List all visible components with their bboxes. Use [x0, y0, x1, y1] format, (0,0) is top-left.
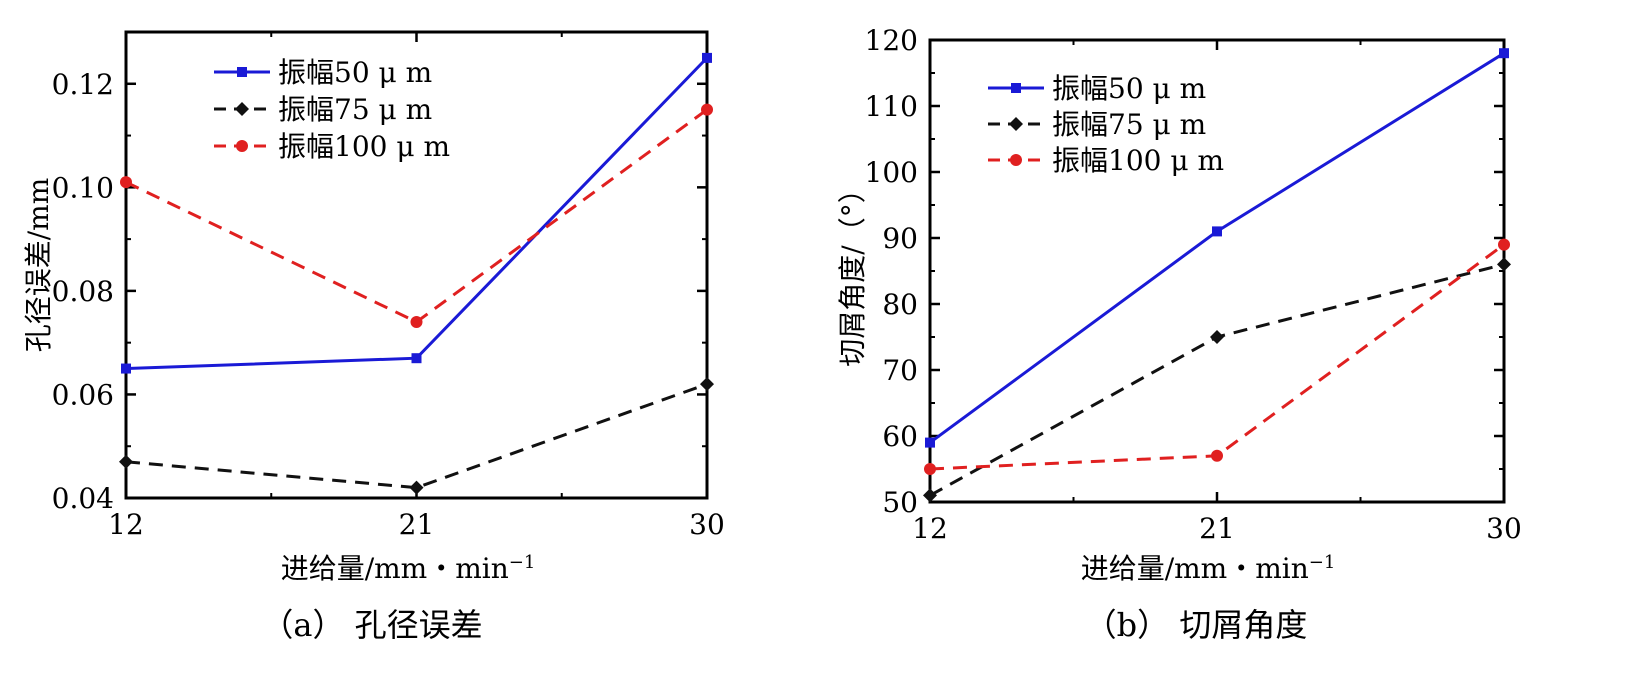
series-3	[924, 238, 1510, 475]
x-tick-label: 12	[912, 512, 948, 545]
y-tick-label: 0.10	[52, 171, 114, 204]
legend-label: 振幅100 μ m	[278, 130, 450, 163]
series-1	[121, 52, 712, 374]
data-point	[409, 480, 424, 495]
panel-caption: （b） 切屑角度	[1085, 606, 1308, 644]
data-point	[702, 52, 712, 63]
plot-frame	[928, 38, 1506, 504]
data-point	[1210, 330, 1224, 344]
data-point	[411, 353, 422, 364]
x-tick-label: 21	[1199, 512, 1235, 545]
legend-marker	[236, 140, 248, 152]
legend-marker	[235, 102, 249, 116]
x-axis-label-superscript: −1	[1309, 552, 1336, 573]
data-point	[410, 315, 423, 328]
y-tick-label: 0.12	[52, 68, 114, 101]
panel-caption: （a） 孔径误差	[261, 606, 482, 644]
legend-label: 振幅75 μ m	[278, 93, 432, 126]
y-tick-label: 0.04	[52, 482, 114, 515]
y-tick-label: 0.08	[52, 275, 114, 308]
y-tick-label: 120	[865, 24, 918, 57]
chart-panel-a: 0.04 0.06 0.08 0.10 0.12 12 21 30 进给量/mm・min−1 孔径…	[22, 30, 725, 644]
y-tick-label: 70	[882, 354, 918, 387]
data-point	[119, 454, 133, 469]
y-tick-label: 50	[882, 486, 918, 519]
chart-panel-b: 50 60 70 80 90 100 110 120 12 21 30 进给量/mm・min−1 切屑角…	[836, 24, 1522, 644]
legend-marker	[237, 67, 247, 77]
y-tick-label: 60	[882, 420, 918, 453]
x-tick-label: 12	[108, 508, 144, 541]
data-point	[1498, 238, 1510, 251]
series-1	[925, 48, 1509, 448]
data-point	[701, 103, 713, 116]
series-3	[120, 103, 713, 328]
x-axis-label: 进给量/mm・min−1	[281, 552, 536, 585]
data-point	[924, 463, 936, 475]
y-axis-label: 切屑角度/（°）	[836, 175, 869, 366]
series-2	[119, 377, 714, 495]
legend-marker	[1010, 154, 1022, 166]
legend: 振幅50 μ m 振幅75 μ m 振幅100 μ m	[214, 56, 450, 163]
series-line	[929, 51, 1505, 444]
x-tick-label: 30	[1486, 512, 1522, 545]
legend-label: 振幅50 μ m	[1052, 72, 1206, 105]
x-tick-label: 21	[399, 508, 435, 541]
data-point	[121, 363, 131, 374]
data-point	[1212, 226, 1222, 237]
y-tick-label: 100	[865, 156, 918, 189]
y-tick-label: 80	[882, 288, 918, 321]
series-line	[929, 243, 1505, 471]
legend-label: 振幅75 μ m	[1052, 108, 1206, 141]
data-point	[700, 377, 714, 392]
x-axis-label-superscript: −1	[509, 552, 536, 573]
series-line	[125, 382, 708, 490]
y-tick-label: 90	[882, 222, 918, 255]
legend-marker	[1009, 117, 1023, 131]
data-point	[1499, 48, 1509, 59]
y-tick-label: 0.06	[52, 378, 114, 411]
legend-label: 振幅50 μ m	[278, 56, 432, 89]
data-point	[120, 176, 132, 189]
data-point	[923, 488, 937, 503]
data-point	[1497, 257, 1511, 272]
y-tick-label: 110	[865, 90, 918, 123]
y-axis-label: 孔径误差/mm	[22, 178, 55, 353]
legend-marker	[1011, 83, 1021, 93]
data-point	[925, 437, 935, 448]
legend-label: 振幅100 μ m	[1052, 144, 1224, 177]
x-tick-label: 30	[689, 508, 725, 541]
series-2	[923, 257, 1511, 503]
x-axis-label: 进给量/mm・min−1	[1081, 552, 1336, 585]
data-point	[1211, 449, 1223, 462]
